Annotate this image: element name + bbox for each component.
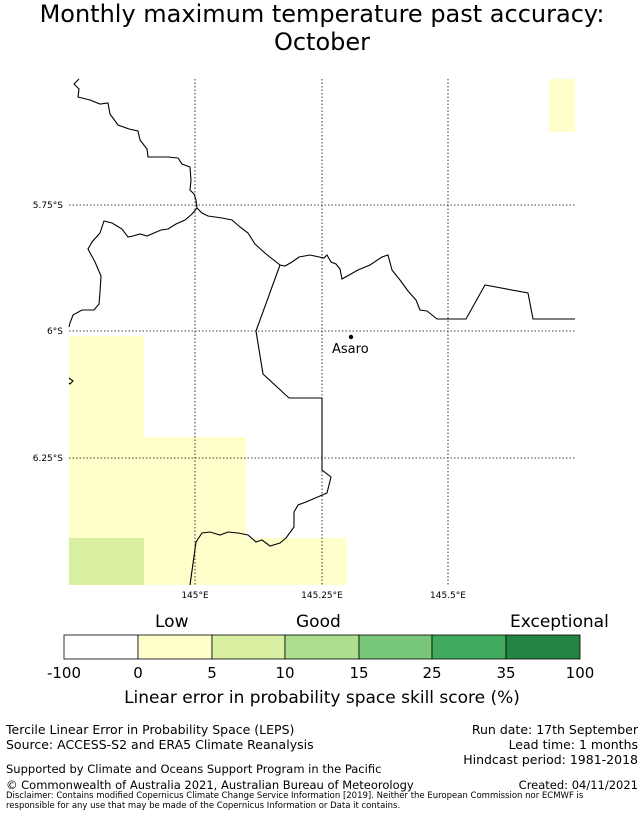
lat-label: 6°S	[47, 327, 63, 337]
chart-title: Monthly maximum temperature past accurac…	[0, 0, 644, 56]
method-text: Tercile Linear Error in Probability Spac…	[6, 722, 295, 737]
skill-cell	[144, 437, 246, 538]
border-lines	[68, 78, 575, 586]
category-low: Low	[155, 612, 189, 632]
colorbar-tick: 35	[496, 664, 516, 682]
colorbar-label: Linear error in probability space skill …	[124, 688, 520, 708]
title-line-2: October	[273, 28, 371, 56]
disclaimer-line-2: responsible for any use that may be made…	[6, 801, 401, 811]
location-label: Asaro	[332, 342, 369, 357]
supported-text: Supported by Climate and Oceans Support …	[6, 762, 382, 776]
colorbar-tick: 10	[275, 664, 295, 682]
colorbar-tick: 100	[565, 664, 595, 682]
hindcast-period: Hindcast period: 1981-2018	[463, 752, 638, 767]
colorbar-bin	[505, 634, 581, 660]
copyright-text: © Commonwealth of Australia 2021, Austra…	[6, 778, 414, 792]
footer-left: Tercile Linear Error in Probability Spac…	[6, 722, 314, 752]
location-marker	[348, 334, 354, 340]
colorbar-bin	[284, 634, 360, 660]
colorbar-bin	[358, 634, 433, 660]
colorbar-bin	[431, 634, 507, 660]
skill-cell	[69, 538, 144, 585]
source-text: Source: ACCESS-S2 and ERA5 Climate Reana…	[6, 737, 314, 752]
lon-label: 145.5°E	[430, 591, 466, 601]
lon-label: 145.25°E	[301, 591, 343, 601]
run-date: Run date: 17th September	[471, 722, 638, 737]
lon-label: 145°E	[181, 591, 209, 601]
created-date: Created: 04/11/2021	[518, 778, 638, 792]
colorbar-tick: -100	[46, 664, 82, 682]
category-exceptional: Exceptional	[510, 612, 609, 632]
lat-label: 6.25°S	[33, 454, 64, 464]
skill-cell	[144, 538, 347, 585]
colorbar-tick: 15	[349, 664, 369, 682]
footer-right: Run date: 17th September Lead time: 1 mo…	[463, 722, 638, 767]
category-good: Good	[296, 612, 341, 632]
colorbar-bin	[137, 634, 213, 660]
title-line-1: Monthly maximum temperature past accurac…	[39, 0, 605, 28]
colorbar-bin	[211, 634, 286, 660]
skill-cell	[69, 336, 144, 538]
colorbar	[63, 634, 581, 660]
disclaimer: Disclaimer: Contains modified Copernicus…	[6, 791, 642, 811]
disclaimer-line-1: Disclaimer: Contains modified Copernicus…	[6, 791, 584, 801]
colorbar-bin	[63, 634, 139, 660]
skill-cell	[549, 79, 575, 132]
colorbar-tick: 0	[133, 664, 143, 682]
lat-label: 5.75°S	[33, 201, 64, 211]
colorbar-tick: 5	[207, 664, 217, 682]
colorbar-tick: 25	[422, 664, 442, 682]
lead-time: Lead time: 1 months	[508, 737, 638, 752]
